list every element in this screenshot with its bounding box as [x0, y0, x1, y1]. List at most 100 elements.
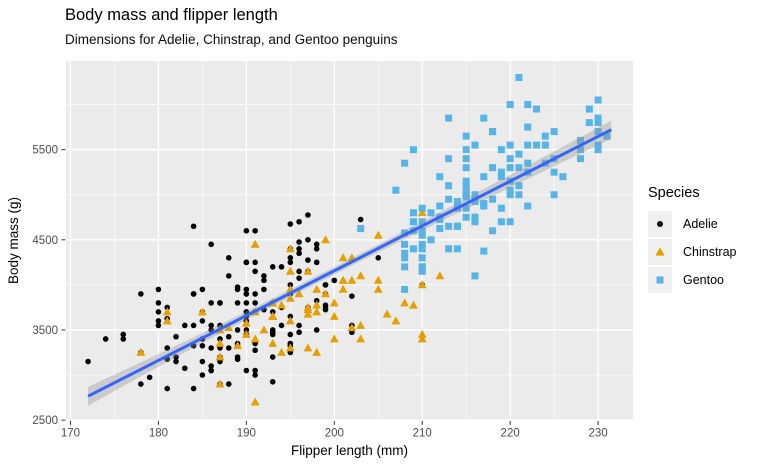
data-point-adelie — [261, 277, 267, 284]
data-point-adelie — [164, 345, 171, 351]
data-point-adelie — [199, 286, 206, 293]
data-point-adelie — [146, 374, 153, 381]
data-point-adelie — [208, 322, 214, 329]
data-point-adelie — [234, 300, 241, 306]
data-point-adelie — [331, 277, 338, 284]
data-point-gentoo — [506, 141, 514, 149]
data-point-adelie — [208, 367, 214, 374]
data-point-adelie — [278, 322, 285, 329]
data-point-chinstrap — [338, 284, 348, 293]
data-point-gentoo — [515, 164, 523, 172]
data-point-adelie — [120, 331, 127, 338]
legend-label-chinstrap: Chinstrap — [683, 245, 737, 259]
data-point-chinstrap — [241, 318, 251, 327]
data-point-chinstrap — [417, 280, 427, 289]
data-point-chinstrap — [356, 334, 366, 343]
data-point-chinstrap — [409, 300, 418, 309]
data-point-gentoo — [401, 240, 409, 248]
legend-label-adelie: Adelie — [683, 217, 718, 231]
data-point-adelie — [181, 322, 188, 329]
data-point-gentoo — [577, 146, 585, 154]
data-point-gentoo — [401, 254, 409, 262]
data-point-chinstrap — [303, 309, 313, 318]
data-point-gentoo — [401, 159, 409, 167]
data-point-gentoo — [594, 114, 602, 122]
x-axis-title: Flipper length (mm) — [290, 443, 409, 458]
data-point-chinstrap — [136, 347, 146, 356]
data-point-gentoo — [489, 164, 497, 172]
data-point-chinstrap — [233, 341, 242, 350]
data-point-gentoo — [515, 74, 523, 82]
data-point-adelie — [234, 327, 241, 333]
data-point-gentoo — [506, 186, 514, 194]
data-point-chinstrap — [373, 284, 383, 293]
data-point-gentoo — [471, 141, 479, 149]
data-point-chinstrap — [285, 316, 295, 325]
data-point-adelie — [305, 212, 311, 218]
data-point-adelie — [252, 372, 258, 378]
data-point-gentoo — [462, 132, 470, 140]
data-point-adelie — [234, 284, 241, 290]
data-point-adelie — [269, 379, 276, 385]
data-point-chinstrap — [373, 230, 383, 239]
data-point-adelie — [243, 259, 250, 266]
data-point-gentoo — [489, 227, 497, 235]
data-point-adelie — [243, 367, 250, 374]
legend-item-chinstrap: Chinstrap — [648, 239, 737, 265]
data-point-adelie — [190, 223, 197, 230]
data-point-adelie — [225, 255, 232, 261]
data-point-gentoo — [453, 222, 461, 230]
data-point-gentoo — [409, 218, 417, 226]
data-point-adelie — [85, 358, 91, 365]
data-point-adelie — [243, 300, 250, 306]
data-point-chinstrap — [312, 300, 322, 309]
data-point-gentoo — [445, 182, 453, 190]
data-point-adelie — [322, 282, 329, 288]
data-point-gentoo — [418, 267, 426, 275]
data-point-gentoo — [533, 141, 541, 149]
y-tick-label: 4500 — [32, 235, 58, 247]
data-point-chinstrap — [215, 352, 225, 361]
data-point-gentoo — [506, 218, 514, 226]
data-point-adelie — [225, 273, 232, 279]
data-point-gentoo — [515, 191, 523, 199]
data-point-gentoo — [594, 96, 602, 104]
data-point-adelie — [208, 363, 214, 369]
data-point-chinstrap — [329, 298, 339, 307]
plot-subtitle: Dimensions for Adelie, Chinstrap, and Ge… — [65, 32, 398, 47]
data-point-adelie — [243, 291, 250, 297]
data-point-adelie — [252, 227, 258, 234]
data-point-chinstrap — [285, 293, 295, 302]
data-point-chinstrap — [268, 338, 278, 347]
data-point-adelie — [313, 246, 320, 252]
data-point-chinstrap — [285, 343, 295, 352]
data-point-adelie — [296, 250, 302, 257]
x-tick-label: 220 — [501, 427, 520, 439]
data-point-gentoo — [445, 222, 453, 230]
data-point-adelie — [357, 216, 364, 223]
data-point-chinstrap — [215, 338, 225, 347]
data-point-gentoo — [594, 128, 602, 136]
data-point-chinstrap — [312, 347, 322, 356]
data-point-chinstrap — [224, 323, 234, 332]
data-point-gentoo — [436, 173, 444, 181]
data-point-adelie — [190, 322, 197, 329]
data-point-gentoo — [462, 213, 470, 221]
data-point-gentoo — [480, 173, 488, 181]
x-tick-label: 180 — [149, 427, 168, 439]
data-point-gentoo — [480, 114, 488, 122]
data-point-chinstrap — [338, 275, 348, 284]
data-point-adelie — [269, 327, 276, 333]
data-point-gentoo — [418, 218, 426, 226]
y-tick-label: 5500 — [32, 145, 58, 157]
data-point-adelie — [322, 302, 329, 308]
data-point-gentoo — [418, 263, 426, 271]
data-point-chinstrap — [250, 397, 260, 406]
data-point-chinstrap — [329, 311, 339, 320]
data-point-adelie — [313, 327, 320, 333]
data-point-gentoo — [533, 105, 541, 113]
data-point-adelie — [199, 372, 206, 378]
data-point-adelie — [269, 354, 276, 360]
data-point-adelie — [261, 286, 267, 293]
data-point-gentoo — [550, 191, 558, 199]
